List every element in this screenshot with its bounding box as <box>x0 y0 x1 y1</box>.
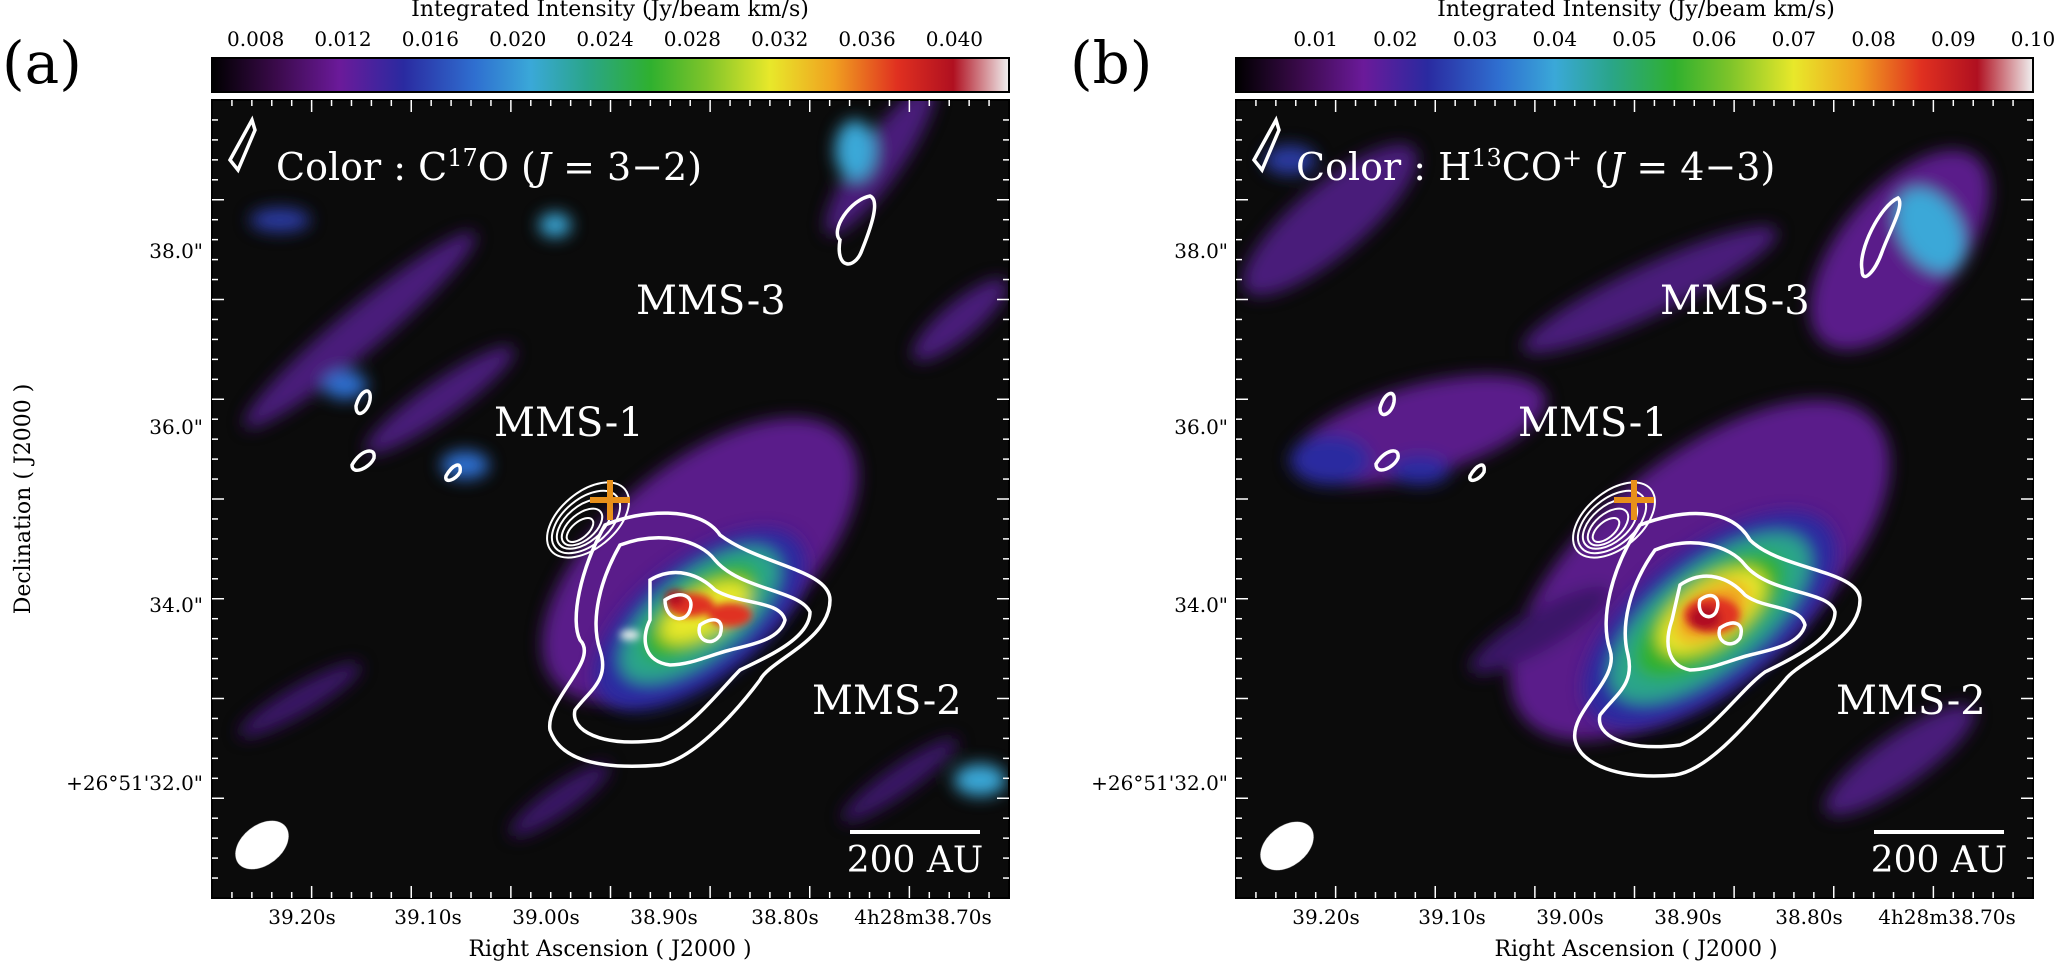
colorbar <box>211 57 1010 93</box>
colorbar-tick-label: 0.016 <box>402 27 459 51</box>
y-axis-label: Declination ( J2000 ) <box>11 384 36 615</box>
y-tick-label: 34.0" <box>1174 593 1228 617</box>
x-tick-label: 39.10s <box>394 905 462 929</box>
source-label-mms1: MMS-1 <box>1518 400 1668 446</box>
beam-ellipse <box>1260 821 1314 871</box>
scale-bar-label: 200 AU <box>1871 840 2008 881</box>
colorbar-tick-labels: 0.008 0.012 0.016 0.020 0.024 0.028 0.032 0.036… <box>227 27 983 66</box>
colorbar-title: Integrated Intensity (Jy/beam km/s) <box>1437 0 1835 22</box>
x-tick-label: 39.00s <box>1536 905 1604 929</box>
colorbar <box>1235 57 2034 93</box>
axis-ticks <box>1236 100 2033 898</box>
colorbar-tick-label: 0.012 <box>314 27 371 51</box>
panel-b: (b) Integrated Intensity (Jy/beam km/s) … <box>1070 0 2055 962</box>
colorbar-tick-label: 0.07 <box>1772 27 1817 51</box>
y-tick-label: +26°51'32.0" <box>1091 771 1228 795</box>
source-label-mms3: MMS-3 <box>1660 278 1810 324</box>
colorbar-tick-label: 0.08 <box>1851 27 1896 51</box>
contours <box>1251 115 1902 778</box>
colorbar-tick-label: 0.04 <box>1533 27 1578 51</box>
colorbar-tick-label: 0.024 <box>576 27 633 51</box>
x-tick-label: 4h28m38.70s <box>1878 905 2016 929</box>
x-tick-label: 39.10s <box>1418 905 1486 929</box>
colorbar-tick-label: 0.06 <box>1692 27 1737 51</box>
intensity-map <box>227 100 1008 870</box>
colorbar-tick-labels: 0.01 0.02 0.03 0.04 0.05 0.06 0.07 0.08 0.09 0.10 <box>1293 27 2055 66</box>
colorbar-tick-label: 0.02 <box>1373 27 1418 51</box>
y-tick-label: 34.0" <box>149 593 203 617</box>
x-tick-label: 39.20s <box>268 905 336 929</box>
scale-bar-label: 200 AU <box>847 840 984 881</box>
y-tick-label: 36.0" <box>1174 415 1228 439</box>
colorbar-tick-label: 0.05 <box>1612 27 1657 51</box>
y-tick-labels: 38.0" 36.0" 34.0" +26°51'32.0" <box>1091 239 1228 795</box>
colorbar-title: Integrated Intensity (Jy/beam km/s) <box>411 0 809 22</box>
x-tick-label: 38.90s <box>1654 905 1722 929</box>
source-label-mms2: MMS-2 <box>1836 678 1986 724</box>
x-tick-label: 38.80s <box>1775 905 1843 929</box>
mms1-contours <box>1572 481 1656 559</box>
panel-a: (a) Integrated Intensity (Jy/beam km/s) … <box>2 0 1010 962</box>
position-marker <box>590 480 630 520</box>
colorbar-tick-label: 0.028 <box>664 27 721 51</box>
y-tick-label: 36.0" <box>149 415 203 439</box>
source-label-mms3: MMS-3 <box>636 278 786 324</box>
map-color-label: Color : C17O (J = 3−2) <box>276 144 702 189</box>
x-tick-label: 39.20s <box>1292 905 1360 929</box>
colorbar-tick-label: 0.008 <box>227 27 284 51</box>
colorbar-tick-label: 0.036 <box>838 27 895 51</box>
x-tick-labels: 39.20s 39.10s 39.00s 38.90s 38.80s 4h28m… <box>268 905 992 929</box>
x-axis-label: Right Ascension ( J2000 ) <box>1494 937 1777 962</box>
mms1-contours <box>546 481 630 559</box>
x-axis-label: Right Ascension ( J2000 ) <box>468 937 751 962</box>
colorbar-tick-label: 0.01 <box>1293 27 1338 51</box>
colorbar-tick-label: 0.09 <box>1931 27 1976 51</box>
map-color-label: Color : H13CO+ (J = 4−3) <box>1296 144 1775 189</box>
y-tick-label: 38.0" <box>1174 239 1228 263</box>
colorbar-tick-label: 0.03 <box>1453 27 1498 51</box>
colorbar-tick-label: 0.10 <box>2011 27 2056 51</box>
source-label-mms2: MMS-2 <box>812 678 962 724</box>
position-marker <box>1614 480 1654 520</box>
intensity-map <box>1242 115 2004 871</box>
y-tick-labels: 38.0" 36.0" 34.0" +26°51'32.0" <box>66 239 203 795</box>
y-tick-label: +26°51'32.0" <box>66 771 203 795</box>
x-tick-labels: 39.20s 39.10s 39.00s 38.90s 38.80s 4h28m… <box>1292 905 2016 929</box>
panel-letter: (a) <box>2 29 82 97</box>
contours <box>227 115 877 768</box>
panel-letter: (b) <box>1070 29 1152 97</box>
x-tick-label: 39.00s <box>512 905 580 929</box>
y-tick-label: 38.0" <box>149 239 203 263</box>
colorbar-tick-label: 0.020 <box>489 27 546 51</box>
colorbar-tick-label: 0.032 <box>751 27 808 51</box>
x-tick-label: 38.90s <box>630 905 698 929</box>
colorbar-tick-label: 0.040 <box>926 27 983 51</box>
x-tick-label: 38.80s <box>751 905 819 929</box>
source-label-mms1: MMS-1 <box>494 400 644 446</box>
beam-ellipse <box>235 820 289 870</box>
axis-ticks <box>212 100 1009 898</box>
x-tick-label: 4h28m38.70s <box>854 905 992 929</box>
